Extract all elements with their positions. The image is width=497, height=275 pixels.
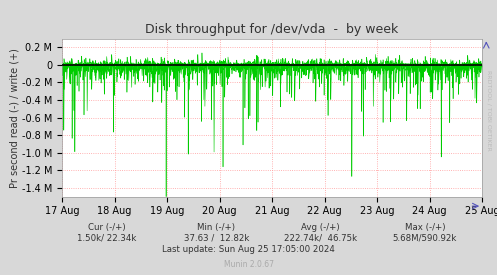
Text: RRDTOOL / TOBI OETIKER: RRDTOOL / TOBI OETIKER — [486, 70, 491, 150]
Text: Cur (-/+): Cur (-/+) — [88, 223, 126, 232]
Text: 37.63 /  12.82k: 37.63 / 12.82k — [183, 234, 249, 243]
Y-axis label: Pr second read (-) / write (+): Pr second read (-) / write (+) — [9, 48, 19, 188]
Text: 5.68M/590.92k: 5.68M/590.92k — [393, 234, 457, 243]
Title: Disk throughput for /dev/vda  -  by week: Disk throughput for /dev/vda - by week — [146, 23, 399, 36]
Text: 1.50k/ 22.34k: 1.50k/ 22.34k — [77, 234, 137, 243]
Text: Last update: Sun Aug 25 17:05:00 2024: Last update: Sun Aug 25 17:05:00 2024 — [162, 246, 335, 254]
Text: Max (-/+): Max (-/+) — [405, 223, 445, 232]
Text: Min (-/+): Min (-/+) — [197, 223, 235, 232]
Text: Munin 2.0.67: Munin 2.0.67 — [224, 260, 273, 269]
Text: Avg (-/+): Avg (-/+) — [301, 223, 340, 232]
Text: 222.74k/  46.75k: 222.74k/ 46.75k — [284, 234, 357, 243]
